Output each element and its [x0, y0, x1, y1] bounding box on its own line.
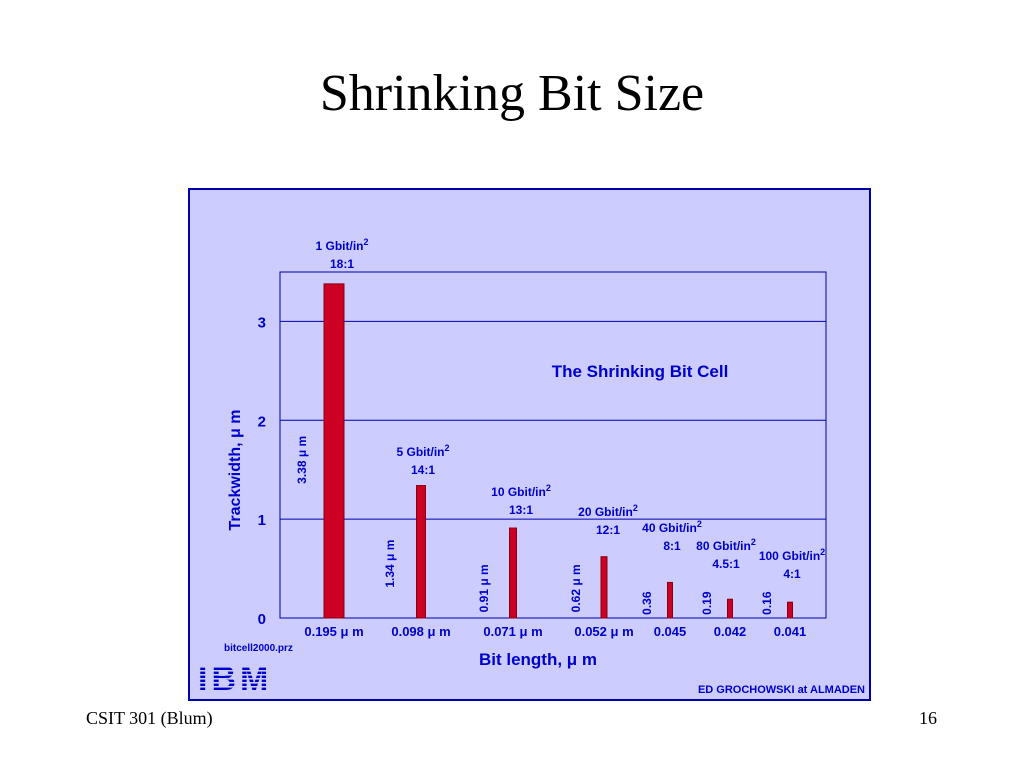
value-label: 3.38 μ m — [295, 436, 309, 484]
source-file-label: bitcell2000.prz — [224, 643, 293, 654]
credit-label: ED GROCHOWSKI at ALMADEN — [698, 684, 865, 696]
x-tick-label: 0.195 μ m — [304, 624, 363, 639]
bar — [727, 598, 733, 619]
y-tick-label: 3 — [258, 314, 266, 331]
ratio-label: 12:1 — [596, 523, 620, 537]
x-axis-label: Bit length, μ m — [479, 650, 597, 669]
value-label: 1.34 μ m — [383, 540, 397, 588]
value-label: 0.16 — [760, 591, 774, 615]
x-tick-label: 0.098 μ m — [391, 624, 450, 639]
logo-stripe — [196, 686, 280, 688]
plot-area — [279, 271, 827, 619]
x-tick-label: 0.041 — [774, 624, 807, 639]
chart-title: The Shrinking Bit Cell — [552, 362, 729, 381]
x-tick-label: 0.052 μ m — [574, 624, 633, 639]
value-label: 0.36 — [640, 591, 654, 615]
bar — [509, 527, 517, 619]
footer-course: CSIT 301 (Blum) — [86, 708, 213, 728]
bar — [323, 283, 345, 619]
ratio-label: 8:1 — [663, 539, 681, 553]
chart-figure: 0 1 2 3 Trackwidth, μ m The Shrinking Bit Cel… — [188, 188, 872, 707]
density-label: 5 Gbit/in2 — [396, 443, 449, 459]
ratio-label: 4.5:1 — [712, 557, 740, 571]
y-tick-label: 1 — [258, 512, 266, 529]
y-tick-label: 2 — [258, 413, 266, 430]
density-label: 20 Gbit/in2 — [578, 503, 638, 519]
density-label: 100 Gbit/in2 — [759, 547, 825, 563]
ratio-label: 4:1 — [783, 567, 801, 581]
ratio-label: 13:1 — [509, 503, 533, 517]
bar — [787, 601, 793, 619]
y-axis-label: Trackwidth, μ m — [227, 410, 244, 531]
bar — [667, 581, 673, 619]
bar — [600, 556, 608, 619]
density-label: 40 Gbit/in2 — [642, 519, 702, 535]
y-tick-label: 0 — [258, 611, 266, 628]
value-label: 0.91 μ m — [477, 564, 491, 612]
logo-stripe — [196, 670, 280, 672]
x-tick-label: 0.045 — [654, 624, 687, 639]
value-label: 0.19 — [700, 591, 714, 615]
logo-stripe — [196, 690, 280, 692]
slide-title: Shrinking Bit Size — [319, 65, 705, 122]
density-label: 80 Gbit/in2 — [696, 537, 756, 553]
logo-stripe — [196, 678, 280, 680]
logo-stripe — [196, 682, 280, 684]
logo-stripe — [196, 666, 280, 668]
density-label: 1 Gbit/in2 — [315, 237, 368, 253]
density-label: 10 Gbit/in2 — [491, 483, 551, 499]
ratio-label: 14:1 — [411, 463, 435, 477]
ratio-label: 18:1 — [330, 257, 354, 271]
page-number: 16 — [919, 708, 937, 728]
bar — [416, 485, 426, 619]
value-label: 0.62 μ m — [569, 564, 583, 612]
chart-svg: 0 1 2 3 Trackwidth, μ m The Shrinking Bit Cel… — [188, 188, 871, 701]
x-tick-label: 0.071 μ m — [483, 624, 542, 639]
logo-stripe — [196, 674, 280, 676]
x-tick-label: 0.042 — [714, 624, 747, 639]
